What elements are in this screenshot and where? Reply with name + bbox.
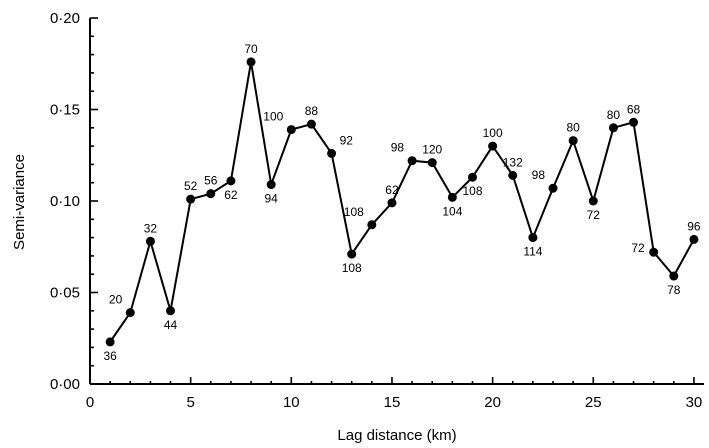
data-point xyxy=(327,148,337,158)
x-tick-label: 0 xyxy=(86,394,94,411)
y-tick-label: 0·05 xyxy=(50,285,80,302)
data-label: 88 xyxy=(305,104,319,118)
data-label: 80 xyxy=(607,108,621,122)
x-ticks: 0 5 10 15 20 25 30 xyxy=(86,377,702,411)
y-tick-label: 0·15 xyxy=(50,102,80,119)
data-label: 52 xyxy=(184,179,198,193)
data-point xyxy=(266,180,276,190)
data-label: 72 xyxy=(631,241,645,255)
series-group xyxy=(105,57,699,347)
data-point xyxy=(387,198,397,208)
data-label: 20 xyxy=(109,293,123,307)
data-label: 96 xyxy=(687,219,701,233)
data-point xyxy=(166,306,176,316)
data-label: 100 xyxy=(263,110,283,124)
data-label: 78 xyxy=(667,283,681,297)
data-label: 100 xyxy=(483,126,503,140)
y-tick-label: 0·20 xyxy=(50,10,80,27)
data-point xyxy=(306,119,316,129)
y-tick-label: 0·10 xyxy=(50,193,80,210)
y-ticks: 0·00 0·05 0·10 0·15 0·20 xyxy=(50,10,98,393)
data-point xyxy=(226,176,236,186)
data-label: 44 xyxy=(164,318,178,332)
data-label: 108 xyxy=(462,184,482,198)
x-tick-label: 10 xyxy=(283,394,300,411)
data-point xyxy=(286,125,296,135)
data-point xyxy=(689,234,699,244)
data-point xyxy=(508,170,518,180)
data-point xyxy=(186,194,196,204)
axes xyxy=(89,18,704,385)
data-label: 132 xyxy=(503,155,523,169)
y-tick-label: 0·00 xyxy=(50,376,80,393)
x-tick-label: 15 xyxy=(384,394,401,411)
data-label: 120 xyxy=(422,143,442,157)
data-point xyxy=(105,337,115,347)
data-point xyxy=(407,156,417,166)
x-tick-label: 20 xyxy=(484,394,501,411)
data-point xyxy=(206,189,216,199)
data-label: 108 xyxy=(344,205,364,219)
data-label: 72 xyxy=(587,208,601,222)
x-tick-label: 30 xyxy=(686,394,703,411)
data-point xyxy=(447,192,457,202)
data-point xyxy=(367,220,377,230)
data-label: 98 xyxy=(391,141,405,155)
data-label: 108 xyxy=(342,261,362,275)
data-label: 32 xyxy=(144,221,158,235)
data-point xyxy=(125,308,135,318)
data-label: 62 xyxy=(385,183,399,197)
data-point xyxy=(649,247,659,257)
data-label: 36 xyxy=(103,349,117,363)
data-label: 94 xyxy=(265,192,279,206)
data-point xyxy=(629,117,639,127)
y-axis-title: Semi-variance xyxy=(11,154,28,250)
data-point xyxy=(669,271,679,281)
data-label: 92 xyxy=(340,133,354,147)
data-point xyxy=(467,172,477,182)
data-point xyxy=(548,183,558,193)
series-line xyxy=(109,61,695,343)
x-tick-label: 5 xyxy=(186,394,194,411)
data-point xyxy=(347,249,357,259)
data-label: 56 xyxy=(204,174,218,188)
data-label: 80 xyxy=(566,121,580,135)
data-point xyxy=(427,158,437,168)
data-label: 68 xyxy=(627,102,641,116)
data-label: 70 xyxy=(244,42,258,56)
x-axis-title: Lag distance (km) xyxy=(337,427,456,444)
data-label: 104 xyxy=(442,204,462,218)
data-point xyxy=(608,123,618,133)
data-point xyxy=(246,57,256,67)
data-labels-group: 36 20 32 44 52 56 62 70 94 100 88 92 108 108 62 98 120 10… xyxy=(103,42,700,363)
data-label: 98 xyxy=(532,168,546,182)
x-tick-label: 25 xyxy=(585,394,602,411)
data-label: 62 xyxy=(224,188,238,202)
data-point xyxy=(568,136,578,146)
data-label: 114 xyxy=(523,245,542,259)
data-point xyxy=(528,233,538,243)
data-point xyxy=(588,196,598,206)
data-point xyxy=(488,141,498,151)
data-point xyxy=(145,236,155,246)
